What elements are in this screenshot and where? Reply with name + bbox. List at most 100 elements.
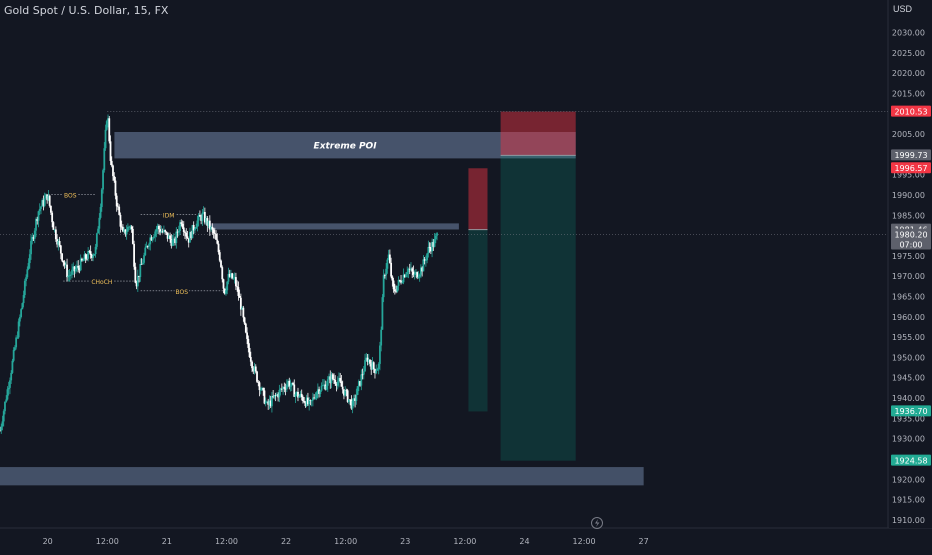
candle-body-289 (357, 381, 360, 387)
candle-body-142 (175, 231, 178, 244)
candle-body-216 (267, 401, 270, 405)
candle-body-153 (189, 232, 191, 243)
candle-body-151 (186, 236, 189, 239)
candle-body-34 (41, 200, 44, 207)
candle-body-344 (426, 253, 429, 261)
candle-body-260 (321, 385, 324, 386)
candle-body-111 (136, 275, 139, 287)
candle-body-346 (428, 246, 431, 248)
price-label-7: 1924.58 (894, 456, 927, 465)
candle-body-320 (396, 285, 399, 292)
candle-body-161 (198, 215, 201, 217)
y-tick-label-6: 1940.00 (892, 394, 925, 403)
candle-body-243 (300, 393, 303, 397)
candle-body-162 (200, 216, 203, 221)
candle-body-100 (123, 229, 126, 232)
candle-body-188 (232, 277, 235, 279)
candle-body-32 (38, 208, 41, 212)
x-tick-label-0: 20 (43, 537, 53, 546)
candle-body-248 (307, 397, 309, 405)
candle-body-138 (170, 239, 173, 246)
candle-body-321 (397, 280, 400, 286)
candle-body-1 (0, 426, 3, 431)
y-tick-label-22: 2020.00 (892, 69, 925, 78)
candle-body-33 (40, 206, 42, 209)
candle-body-347 (429, 247, 432, 252)
candle-body-277 (343, 389, 345, 396)
candle-body-305 (377, 363, 380, 370)
candle-body-119 (146, 246, 149, 247)
candle-body-293 (362, 371, 365, 375)
candle-body-45 (54, 229, 57, 240)
candle-body-191 (236, 286, 239, 288)
candle-body-69 (84, 254, 87, 259)
candle-body-139 (171, 239, 174, 246)
candle-body-12 (13, 347, 16, 351)
candle-body-281 (347, 399, 350, 402)
candle-body-2 (1, 421, 4, 427)
zone-order-block (208, 223, 459, 230)
candle-body-126 (155, 229, 158, 232)
candle-body-310 (383, 275, 386, 277)
y-tick-label-19: 2005.00 (892, 130, 925, 139)
candle-body-254 (314, 397, 317, 399)
candle-body-58 (71, 269, 73, 275)
candle-body-123 (151, 237, 154, 241)
position-1-stop-zone (468, 168, 488, 230)
candle-body-116 (143, 255, 145, 263)
candle-body-296 (366, 357, 369, 362)
candle-body-318 (393, 289, 396, 292)
candle-body-71 (87, 251, 90, 259)
candle-body-112 (138, 275, 140, 277)
candle-body-145 (179, 222, 181, 231)
candle-body-251 (310, 400, 313, 402)
candle-body-105 (129, 226, 132, 228)
candle-body-275 (340, 381, 343, 387)
candle-body-338 (418, 274, 421, 277)
candle-body-41 (50, 205, 52, 213)
candle-body-184 (227, 273, 230, 282)
candle-body-272 (336, 381, 339, 386)
candle-body-291 (360, 374, 363, 386)
candle-body-17 (20, 309, 23, 318)
candle-body-6 (6, 389, 9, 400)
candle-body-113 (139, 264, 142, 277)
candle-body-124 (153, 236, 155, 238)
candle-body-322 (398, 280, 401, 281)
candle-body-339 (420, 267, 422, 275)
y-tick-label-23: 2025.00 (892, 49, 925, 58)
candle-body-232 (287, 380, 289, 385)
candle-body-224 (277, 394, 280, 398)
candle-body-198 (244, 323, 247, 333)
candle-body-127 (156, 225, 159, 230)
price-label-6: 1936.70 (894, 407, 927, 416)
candle-body-132 (162, 230, 165, 233)
candle-body-325 (402, 274, 405, 283)
price-label-5: 07:00 (899, 240, 922, 249)
candle-body-118 (145, 246, 148, 248)
candle-body-324 (401, 282, 404, 284)
price-label-0: 2010.53 (894, 107, 927, 116)
candle-body-227 (280, 388, 283, 390)
candle-body-298 (369, 359, 371, 364)
candle-body-264 (326, 379, 329, 386)
candle-body-148 (182, 227, 185, 232)
candle-body-171 (211, 226, 214, 230)
lightning-icon[interactable] (591, 517, 603, 529)
candle-body-20 (23, 280, 26, 296)
candle-body-329 (407, 268, 410, 273)
price-label-4: 1980.20 (894, 231, 927, 240)
candle-body-215 (266, 401, 268, 403)
candle-body-39 (47, 195, 50, 201)
candle-body-333 (412, 271, 415, 275)
candle-body-103 (126, 226, 129, 232)
candle-body-95 (117, 206, 119, 208)
x-tick-label-7: 12:00 (453, 537, 476, 546)
candle-body-31 (37, 211, 40, 221)
candle-body-249 (308, 400, 311, 405)
candle-body-37 (45, 194, 47, 199)
candle-body-253 (313, 397, 316, 399)
candle-body-202 (249, 357, 252, 362)
